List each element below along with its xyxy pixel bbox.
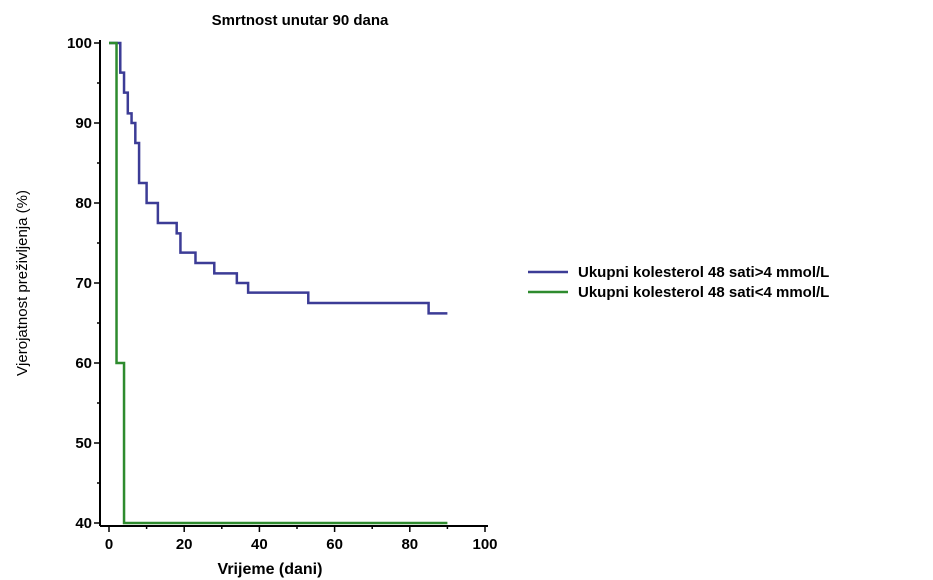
legend-label: Ukupni kolesterol 48 sati>4 mmol/L [578,264,829,281]
x-tick-label: 60 [326,536,343,553]
y-tick-label: 90 [75,115,92,132]
y-tick-label: 80 [75,195,92,212]
legend: Ukupni kolesterol 48 sati>4 mmol/L Ukupni… [528,264,829,301]
series-line-1 [109,41,448,315]
x-tick-label: 100 [472,536,497,553]
y-axis-label: Vjerojatnost preživljenja (%) [14,190,31,376]
legend-label: Ukupni kolesterol 48 sati<4 mmol/L [578,284,829,301]
x-tick-label: 20 [176,536,193,553]
y-tick-label: 60 [75,355,92,372]
x-axis-label: Vrijeme (dani) [218,561,323,578]
x-tick-label: 40 [251,536,268,553]
y-tick-label: 40 [75,515,92,532]
y-tick-label: 100 [67,35,92,52]
x-tick-label: 80 [401,536,418,553]
axes: 40 50 60 70 80 90 100 0 20 40 60 80 100 [67,35,498,553]
series-line-2 [109,41,448,525]
x-tick-label: 0 [105,536,113,553]
y-tick-label: 50 [75,435,92,452]
chart-title: Smrtnost unutar 90 dana [212,12,389,29]
series-layer [109,41,448,525]
y-tick-label: 70 [75,275,92,292]
